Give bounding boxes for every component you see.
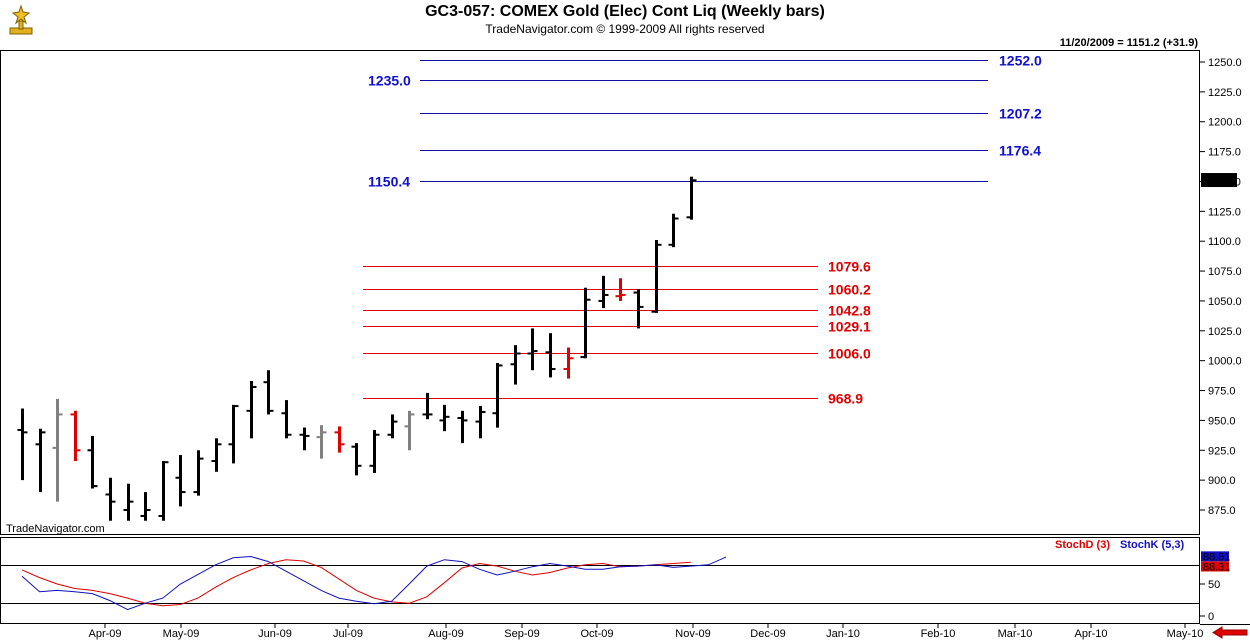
date-axis-label: Apr-09	[88, 628, 121, 640]
tradenavigator-logo-icon	[6, 4, 36, 43]
price-axis-label: 1200.0	[1208, 117, 1242, 129]
price-axis-label: 1250.0	[1208, 57, 1242, 69]
stochastic-series-line	[21, 555, 727, 611]
stochastic-axis-label: 50	[1208, 579, 1220, 591]
stochk-last-label: 88.51	[1203, 551, 1231, 563]
date-axis-label: Sep-09	[504, 628, 539, 640]
date-axis-label: Feb-10	[921, 628, 956, 640]
lower-level-label: 1060.2	[828, 282, 871, 298]
scroll-left-icon[interactable]	[1212, 626, 1248, 644]
date-axis-label: Jan-10	[826, 628, 860, 640]
upper-level-label: 1235.0	[368, 73, 411, 89]
price-axis-label: 875.0	[1208, 505, 1236, 517]
upper-level-label: 1252.0	[999, 53, 1042, 69]
price-axis-label: 1100.0	[1208, 236, 1241, 248]
lower-level-label: 1079.6	[828, 259, 871, 275]
chart-subtitle: TradeNavigator.com © 1999-2009 All right…	[485, 22, 765, 36]
upper-level-label: 1150.4	[368, 174, 410, 190]
lower-level-label: 968.9	[828, 391, 863, 407]
stochd-legend-label: StochD (3)	[1055, 539, 1110, 551]
bars-layer	[17, 176, 697, 521]
lower-level-label: 1042.8	[828, 303, 871, 319]
date-axis-label: Jul-09	[333, 628, 363, 640]
date-axis-label: Jun-09	[258, 628, 292, 640]
price-axis: 875.0 900.0 925.0 950.0 975.0 1000.0 1025.0 105…	[1200, 57, 1242, 517]
price-axis-label: 1175.0	[1208, 147, 1241, 159]
price-axis-label: 1225.0	[1208, 87, 1242, 99]
price-axis-label: 1075.0	[1208, 266, 1242, 278]
date-axis-label: Oct-09	[580, 628, 613, 640]
upper-level-label: 1176.4	[999, 143, 1041, 159]
chart-title: GC3-057: COMEX Gold (Elec) Cont Liq (Wee…	[425, 3, 825, 20]
price-axis-label: 925.0	[1208, 445, 1236, 457]
last-price-label: 1151.2	[1204, 175, 1237, 187]
price-axis-label: 1050.0	[1208, 296, 1242, 308]
stochastic-panel-frame	[0, 537, 1200, 624]
stochastic-series-line	[21, 559, 691, 607]
stochd-last-label: 88.31	[1203, 561, 1231, 573]
price-axis-label: 1125.0	[1208, 206, 1241, 218]
date-axis: Apr-09 May-09 Jun-09 Jul-09 Aug-09 Sep-09 Oct-…	[88, 624, 1203, 640]
date-axis-label: Dec-09	[750, 628, 785, 640]
price-axis-label: 1025.0	[1208, 326, 1242, 338]
last-quote-readout: 11/20/2009 = 1151.2 (+31.9)	[1059, 37, 1198, 49]
price-panel-frame	[0, 50, 1200, 535]
price-axis-label: 950.0	[1208, 415, 1236, 427]
price-axis-label: 975.0	[1208, 386, 1236, 398]
price-axis-label: 900.0	[1208, 475, 1236, 487]
date-axis-label: Apr-10	[1074, 628, 1107, 640]
date-axis-label: May-09	[163, 628, 200, 640]
stochk-legend-label: StochK (5,3)	[1120, 539, 1185, 551]
date-axis-label: May-10	[1167, 628, 1204, 640]
watermark: TradeNavigator.com	[6, 523, 105, 535]
stochk-last-box	[1201, 551, 1229, 562]
date-axis-label: Nov-09	[675, 628, 710, 640]
levels-layer: 1252.0 1235.0 1207.2 1176.4 1150.4 1079.6 1060…	[363, 53, 1042, 407]
stochd-last-box	[1201, 561, 1229, 572]
date-axis-label: Aug-09	[428, 628, 463, 640]
date-axis-label: Mar-10	[998, 628, 1033, 640]
upper-level-label: 1207.2	[999, 106, 1042, 122]
price-axis-label: 1000.0	[1208, 356, 1242, 368]
stochastic-axis-label: 0	[1208, 611, 1214, 623]
lower-level-label: 1029.1	[828, 319, 871, 335]
lower-level-label: 1006.0	[828, 346, 871, 362]
last-price-box	[1201, 173, 1237, 188]
